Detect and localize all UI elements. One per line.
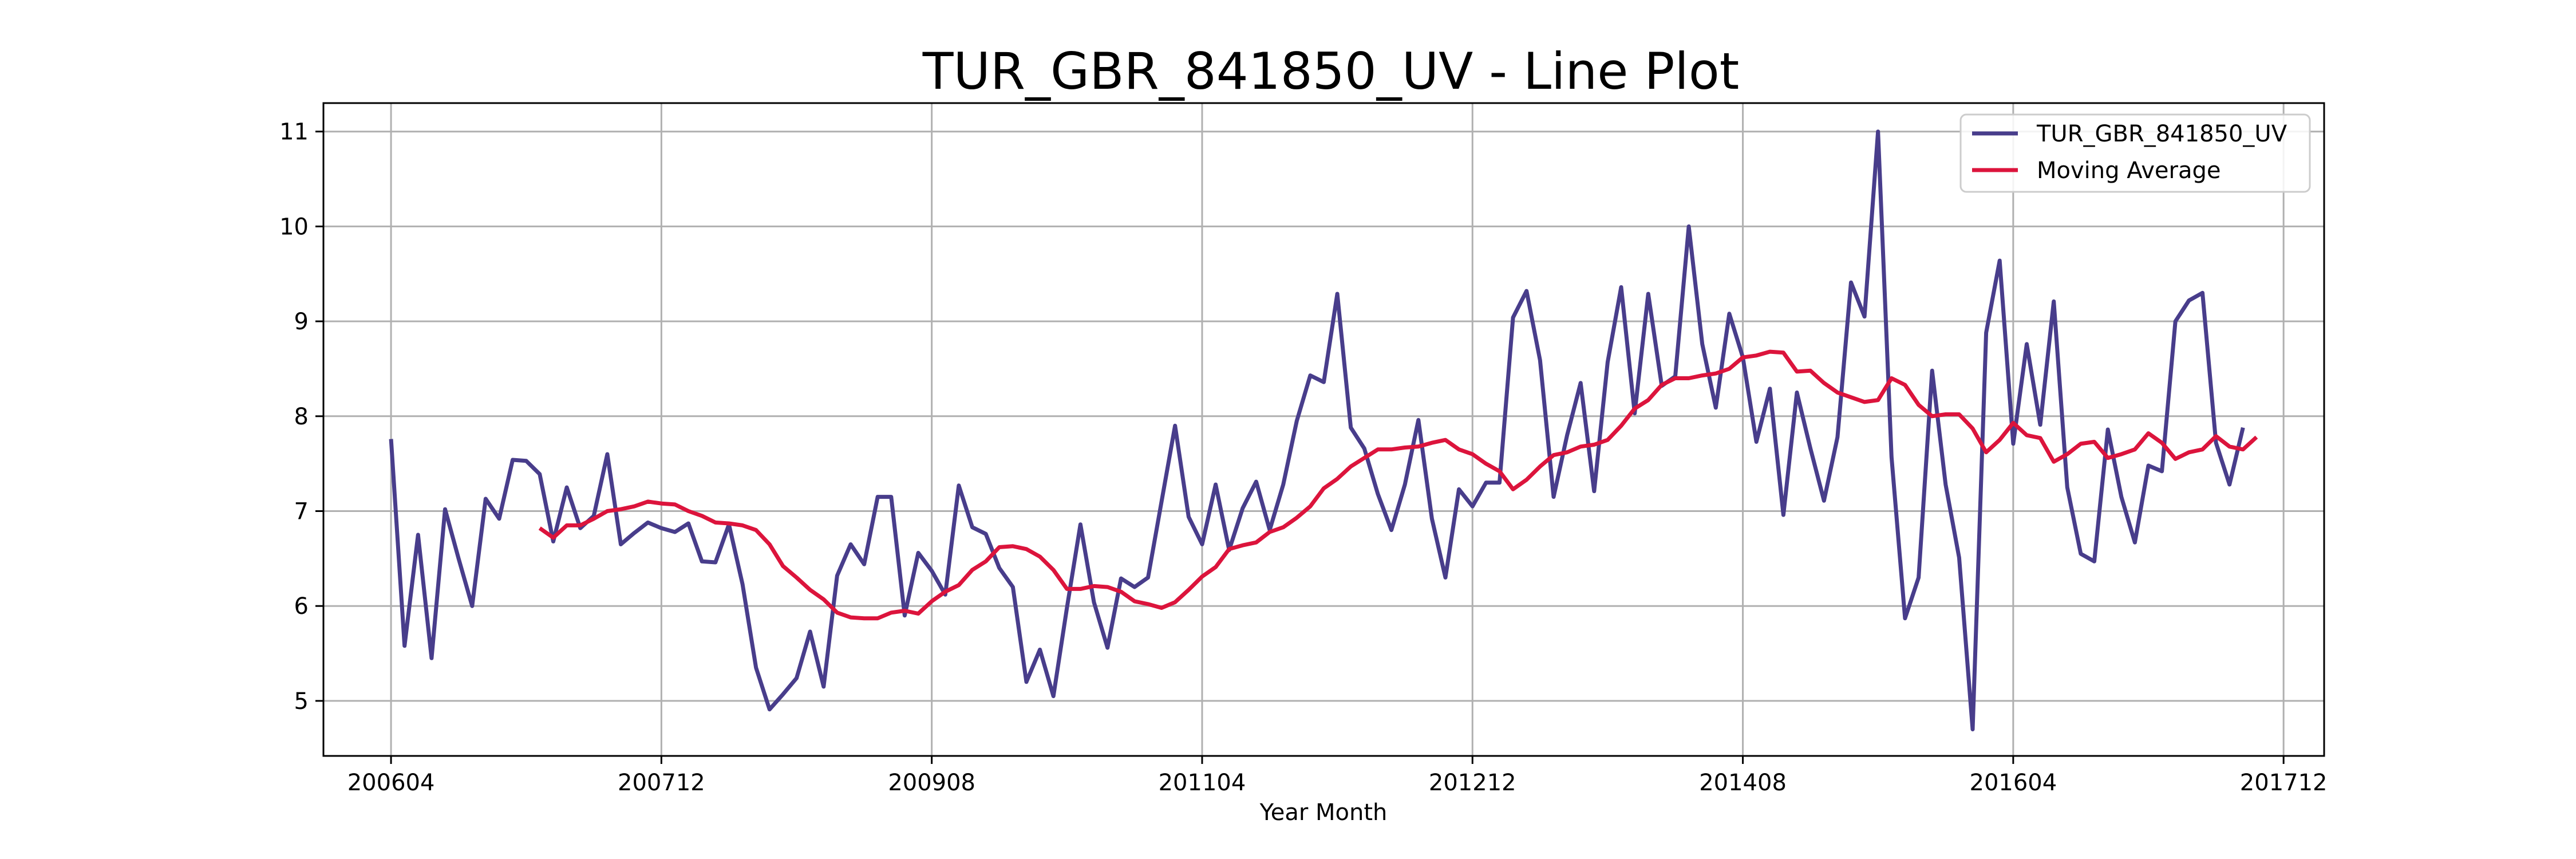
x-tick-label: 200712 <box>618 770 705 796</box>
x-tick-label: 201408 <box>1699 770 1787 796</box>
legend-label-moving-average: Moving Average <box>2037 157 2221 184</box>
plot-frame <box>322 102 2325 757</box>
x-tick-label: 200604 <box>347 770 435 796</box>
y-tick-label: 6 <box>294 593 309 620</box>
y-tick-label: 7 <box>294 499 309 525</box>
legend: TUR_GBR_841850_UV Moving Average <box>1959 113 2311 193</box>
legend-label-uv: TUR_GBR_841850_UV <box>2036 121 2287 147</box>
x-tick-label: 201212 <box>1429 770 1516 796</box>
chart-title: TUR_GBR_841850_UV - Line Plot <box>922 42 1739 101</box>
y-tick-label: 10 <box>279 214 309 240</box>
series-layer <box>389 129 2258 732</box>
series-line-moving-average <box>538 349 2258 621</box>
x-tick-label: 201712 <box>2240 770 2328 796</box>
y-tick-label: 9 <box>294 309 309 335</box>
legend-frame <box>1959 113 2311 193</box>
grid-layer <box>323 103 2324 756</box>
y-tick-label: 11 <box>279 119 309 145</box>
x-tick-label: 201104 <box>1159 770 1246 796</box>
y-tick-label: 5 <box>294 688 309 715</box>
x-tick-label: 201604 <box>1970 770 2057 796</box>
tick-layer: 5 6 7 8 9 10 11 200604 200712 200908 201104 201212 2… <box>279 119 2327 796</box>
y-tick-label: 8 <box>294 404 309 430</box>
x-tick-label: 200908 <box>888 770 975 796</box>
x-axis-label: Year Month <box>1259 799 1388 826</box>
series-line-uv <box>389 129 2245 732</box>
